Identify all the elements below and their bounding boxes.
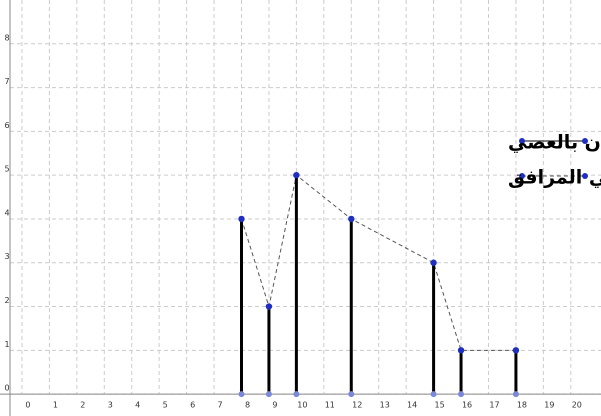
x-tick-label: 16 [462,401,472,410]
x-tick-label: 17 [489,401,499,410]
y-tick-label: 4 [4,208,9,217]
marker [457,347,465,354]
x-tick-label: 7 [218,401,223,410]
x-tick-label: 15 [435,401,445,410]
x-tick-label: 5 [163,401,168,410]
x-tick-label: 6 [190,401,195,410]
x-tick-label: 2 [80,401,85,410]
y-tick-label: 5 [4,165,9,174]
x-tick-label: 8 [245,401,250,410]
y-tick-label: 0 [4,384,9,393]
x-tick-label: 12 [352,401,362,410]
x-tick-label: 18 [517,401,527,410]
x-tick-label: 1 [53,401,58,410]
legend-marker [519,173,525,179]
marker [512,347,520,354]
y-tick-label: 3 [4,252,9,261]
y-tick-label: 2 [4,296,9,305]
base-marker [348,391,355,398]
legend-label: مبيان بالعصي [508,132,601,154]
base-marker [512,391,519,398]
x-tick-label: 10 [297,401,307,410]
marker [265,303,273,310]
y-tick-label: 8 [4,33,9,42]
x-tick-label: 19 [544,401,554,410]
base-marker [293,391,300,398]
x-tick-label: 0 [25,401,30,410]
legend-marker [582,138,588,144]
legend-label: المضلع الاحصائي المرافق [508,167,601,189]
y-tick-label: 6 [4,121,9,130]
base-marker [458,391,465,398]
base-marker [430,391,437,398]
base-marker [265,391,272,398]
x-tick-label: 3 [108,401,113,410]
x-tick-label: 9 [272,401,277,410]
x-tick-label: 14 [407,401,417,410]
x-tick-label: 20 [572,401,582,410]
x-tick-label: 13 [380,401,390,410]
y-tick-label: 7 [4,77,9,86]
marker [430,259,437,266]
base-marker [238,391,245,398]
y-tick-label: 1 [4,340,9,349]
marker [348,215,355,223]
marker [293,171,300,179]
legend-marker [519,138,525,144]
marker [238,215,245,223]
x-tick-label: 4 [135,401,140,410]
x-tick-label: 11 [325,401,335,410]
legend-marker [582,173,588,179]
